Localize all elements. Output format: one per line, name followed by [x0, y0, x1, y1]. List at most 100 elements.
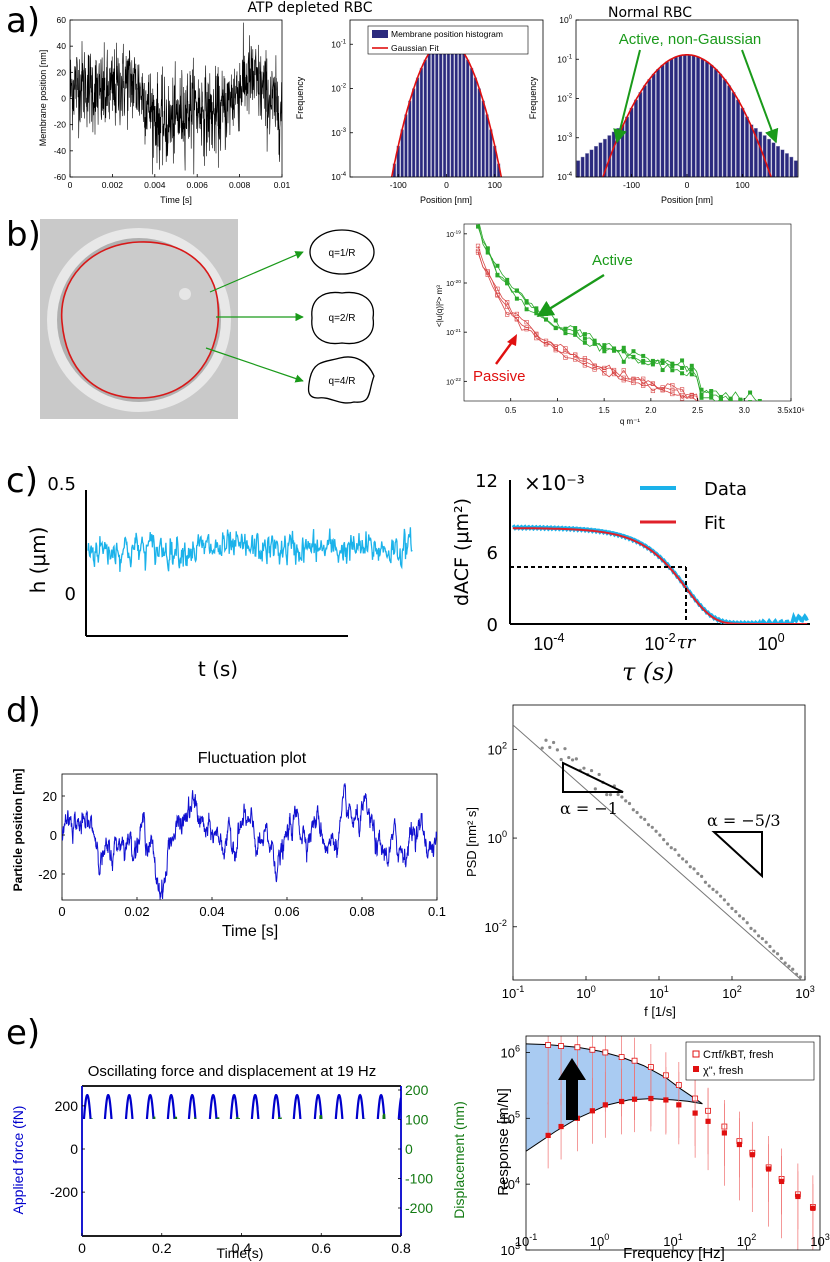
d-psd-point — [745, 921, 749, 925]
b-passive-point — [505, 312, 510, 317]
histogram-bar — [585, 153, 590, 177]
b-passive-point — [650, 388, 656, 394]
d-psd-point — [650, 825, 654, 829]
b-passive-point — [611, 369, 617, 374]
d-psd-point — [574, 757, 578, 761]
d-psd-point — [627, 801, 632, 806]
e-resp-ytick: 105 — [500, 1109, 520, 1126]
c-acf-fit-line — [512, 527, 808, 624]
e-osc-xtick: 0.2 — [152, 1240, 172, 1256]
hist-ytick: 10-2 — [331, 84, 346, 94]
b-active-line — [477, 226, 734, 401]
a-title-right: Normal RBC — [608, 5, 692, 21]
b-passive-point — [524, 320, 529, 325]
d-psd-point — [567, 755, 571, 760]
b-passive-point — [709, 415, 713, 419]
e-resp-xlabel: Frequency [Hz] — [623, 1245, 725, 1262]
histogram-bar — [473, 77, 478, 177]
e-osc-ytick-right: 200 — [405, 1082, 429, 1098]
e-chi-point — [648, 1095, 654, 1102]
d-psd-point — [787, 964, 791, 968]
histogram-bar — [651, 73, 656, 177]
b-passive-point — [758, 432, 762, 436]
a-trace-ytick: 40 — [57, 41, 67, 51]
b-passive-point — [709, 419, 713, 423]
e-chi-point — [749, 1152, 755, 1158]
c-acf-legend: Data Fit — [640, 479, 747, 534]
d-psd-xlabel: f [1/s] — [644, 1004, 676, 1019]
e-force-line — [82, 1093, 401, 1119]
histogram-bar — [404, 114, 408, 177]
a-hist2-ylabel: Frequency — [528, 76, 538, 119]
d-psd-point — [692, 867, 696, 871]
a-trace-ytick: 20 — [57, 67, 67, 77]
d-psd-point — [760, 936, 764, 941]
histogram-bar — [462, 52, 466, 177]
e-chi-point — [810, 1205, 816, 1211]
e-chi-point — [736, 1141, 742, 1148]
histogram-bar — [450, 40, 454, 177]
hist-ytick: 10-3 — [557, 133, 572, 143]
b-passive-point — [563, 349, 568, 354]
c-acf-ytick: 0 — [487, 615, 498, 636]
e-resp-ytick: 104 — [500, 1175, 520, 1192]
e-chi-point — [602, 1102, 608, 1108]
e-osc-xlabel: Time(s) — [217, 1245, 264, 1261]
c-acf-xtick: 10-2 — [644, 631, 675, 654]
e-osc-ytick-left: -200 — [50, 1184, 78, 1200]
d-psd-point — [715, 890, 719, 894]
d-psd-point — [643, 817, 647, 821]
e-osc-ytick-right: -200 — [405, 1200, 433, 1216]
b-active-line — [478, 224, 758, 401]
e-osc-ytick-left: 200 — [55, 1098, 79, 1114]
histogram-bar — [594, 146, 598, 177]
e-osc-ytick-right: -100 — [405, 1171, 433, 1187]
d-psd-point — [540, 746, 544, 750]
histogram-bar — [736, 99, 740, 177]
b-passive-point — [719, 425, 723, 429]
b-passive-point — [621, 368, 626, 373]
e-c-point — [574, 1044, 581, 1051]
e-osc-ytick-right: 0 — [405, 1141, 413, 1157]
d-trace-xlabel: Time [s] — [222, 923, 278, 940]
d-psd-point — [620, 795, 624, 799]
a-hist1-ylabel: Frequency — [295, 76, 305, 119]
histogram-bar — [634, 99, 638, 177]
histogram-bar — [740, 107, 745, 177]
e-oscillation-chart: Oscillating force and displacement at 19… — [10, 1063, 467, 1261]
histogram-bar — [469, 67, 474, 177]
b-mode-3: q=4/R — [329, 376, 356, 387]
d-psd-point — [794, 972, 799, 976]
b-xtick: 3.5x10⁶ — [777, 406, 804, 415]
histogram-bar — [427, 52, 431, 177]
d-psd-point — [734, 910, 738, 914]
histogram-bar — [709, 64, 714, 177]
b-passive-point — [729, 417, 733, 421]
histogram-bar — [466, 59, 470, 177]
d-psd-point — [673, 848, 677, 852]
a-gaussian-fit-normal — [602, 54, 772, 177]
d-psd-point — [737, 914, 742, 918]
histogram-bar — [749, 124, 754, 177]
a-histogram-depleted: 10-1 10-2 10-3 10-4 -100 0 100 Frequency Posit… — [295, 19, 544, 205]
histogram-bar — [745, 116, 749, 177]
e-displacement-line — [90, 1113, 386, 1119]
histogram-bar — [660, 64, 665, 177]
d-psd-point — [589, 768, 594, 773]
d-slope-label-1: α = −1 — [560, 799, 618, 818]
a-histogram-normal: 100 10-1 10-2 10-3 10-4 -100 0 100 Frequency Po… — [528, 15, 799, 205]
histogram-bar — [576, 160, 581, 177]
c-height-trace-line — [87, 527, 413, 572]
e-osc-xtick: 0.4 — [232, 1240, 252, 1256]
e-legend-chi: χ", fresh — [703, 1065, 743, 1077]
a-trace-ytick: -20 — [54, 120, 67, 130]
histogram-bar — [642, 85, 647, 177]
histogram-bar — [647, 79, 652, 177]
e-chi-point — [558, 1123, 564, 1130]
e-resp-ytick: 103 — [500, 1241, 520, 1258]
b-mode-shapes: q=1/R q=2/R q=4/R — [205, 229, 375, 404]
d-psd-point — [779, 956, 783, 960]
c-acf-ylabel: dACF (μm²) — [451, 498, 473, 606]
histogram-bar — [408, 100, 412, 177]
